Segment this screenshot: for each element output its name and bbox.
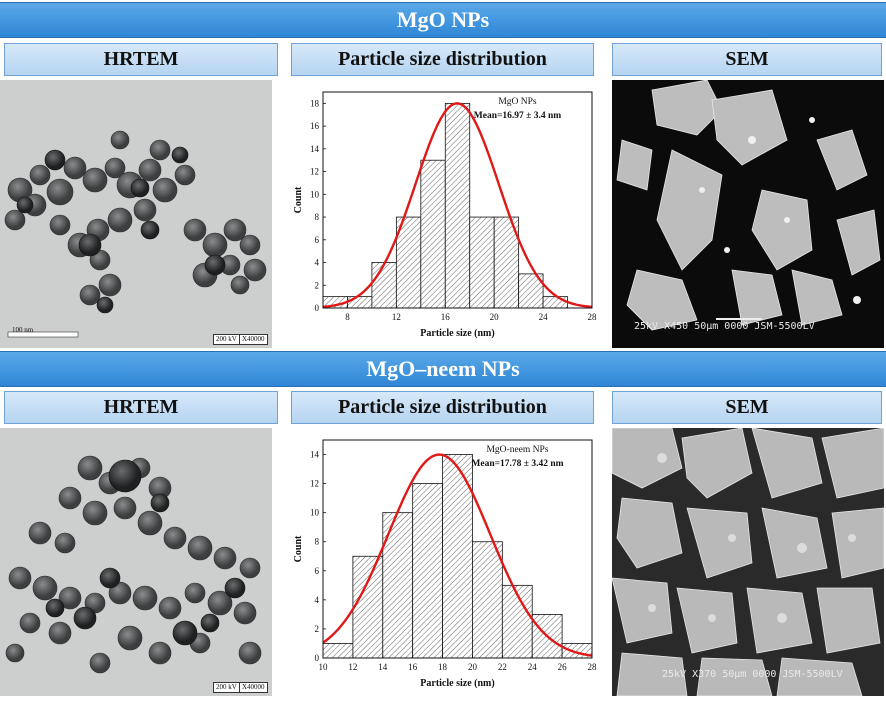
tem-mag-label: X40000 bbox=[239, 682, 268, 693]
y-tick-label: 0 bbox=[315, 653, 320, 663]
y-axis-label: Count bbox=[293, 535, 304, 562]
histogram-bar bbox=[420, 159, 446, 309]
y-tick-label: 18 bbox=[310, 98, 320, 108]
plot-frame bbox=[322, 91, 593, 309]
histogram-bar bbox=[442, 454, 473, 659]
histogram-bar bbox=[371, 262, 397, 309]
y-tick-label: 14 bbox=[310, 450, 320, 460]
section-banner-mgo: MgO NPs bbox=[0, 2, 886, 38]
sem-micrograph bbox=[612, 428, 884, 696]
y-tick-label: 6 bbox=[315, 566, 320, 576]
hrtem-image-mgo: 100 nm 200 kV X40000 bbox=[0, 80, 272, 348]
banner-title: MgO–neem NPs bbox=[366, 356, 520, 381]
x-tick-label: 22 bbox=[498, 662, 507, 672]
histogram-bar bbox=[412, 483, 443, 659]
chart-annotation: Mean=16.97 ± 3.4 nm bbox=[474, 111, 562, 121]
x-axis-label: Particle size (nm) bbox=[420, 328, 494, 339]
histogram-bar bbox=[542, 296, 568, 309]
y-tick-label: 12 bbox=[310, 167, 319, 177]
y-tick-label: 4 bbox=[315, 595, 320, 605]
chart-annotation: MgO-neem NPs bbox=[486, 445, 548, 455]
hrtem-micrograph bbox=[5, 455, 262, 674]
histogram-bar bbox=[469, 216, 495, 309]
psd-chart-mgo: 0 2 4 6 8 10 12 14 16 18 8 12 16 20 24 28 Particle size … bbox=[290, 80, 600, 350]
histogram-bar bbox=[352, 555, 384, 659]
header-sem-label: SEM bbox=[725, 396, 769, 418]
x-tick-label: 10 bbox=[319, 662, 329, 672]
x-tick-label: 28 bbox=[588, 312, 598, 322]
x-tick-label: 8 bbox=[345, 312, 350, 322]
x-tick-label: 28 bbox=[588, 662, 598, 672]
histogram-bar bbox=[444, 102, 471, 309]
x-tick-label: 20 bbox=[490, 312, 500, 322]
x-tick-label: 26 bbox=[558, 662, 568, 672]
header-hrtem-label: HRTEM bbox=[103, 396, 179, 418]
histogram-bar bbox=[322, 643, 354, 659]
y-tick-label: 4 bbox=[315, 258, 320, 268]
chart-annotation: MgO NPs bbox=[498, 97, 537, 107]
header-hrtem: HRTEM bbox=[4, 391, 278, 424]
header-sem: SEM bbox=[612, 43, 882, 76]
x-axis-label: Particle size (nm) bbox=[420, 678, 494, 689]
y-tick-label: 2 bbox=[315, 624, 320, 634]
header-psd-label: Particle size distribution bbox=[338, 396, 547, 418]
header-psd: Particle size distribution bbox=[291, 391, 594, 424]
section-banner-mgo-neem: MgO–neem NPs bbox=[0, 351, 886, 387]
header-psd: Particle size distribution bbox=[291, 43, 594, 76]
hrtem-micrograph bbox=[4, 130, 267, 338]
hrtem-image-mgo-neem: 200 kV X40000 bbox=[0, 428, 272, 696]
y-tick-label: 8 bbox=[315, 537, 320, 547]
y-tick-label: 8 bbox=[315, 212, 320, 222]
y-tick-label: 10 bbox=[310, 508, 320, 518]
tem-kv-label: 200 kV bbox=[213, 334, 240, 345]
y-tick-label: 2 bbox=[315, 280, 320, 290]
y-tick-label: 16 bbox=[310, 121, 320, 131]
x-tick-label: 16 bbox=[408, 662, 418, 672]
tem-scale-bar bbox=[7, 331, 79, 338]
x-tick-label: 18 bbox=[438, 662, 448, 672]
x-tick-label: 20 bbox=[468, 662, 478, 672]
psd-chart-mgo-neem: 0 2 4 6 8 10 12 14 10 12 14 16 18 20 22 24 26 28 Particle … bbox=[290, 428, 600, 700]
tem-mag-label: X40000 bbox=[239, 334, 268, 345]
banner-title: MgO NPs bbox=[396, 7, 490, 32]
header-sem: SEM bbox=[612, 391, 882, 424]
tem-scale-label: 100 nm bbox=[12, 326, 34, 334]
sem-micrograph bbox=[616, 80, 881, 331]
sem-info-label: 25kV X450 50µm 0000 JSM-5500LV bbox=[634, 321, 815, 332]
x-tick-label: 16 bbox=[441, 312, 451, 322]
y-tick-label: 14 bbox=[310, 144, 320, 154]
y-axis-label: Count bbox=[293, 186, 304, 213]
plot-frame bbox=[322, 439, 593, 659]
header-hrtem: HRTEM bbox=[4, 43, 278, 76]
x-tick-label: 24 bbox=[539, 312, 549, 322]
sem-scale-bar bbox=[716, 318, 762, 320]
normal-fit-curve bbox=[322, 102, 593, 309]
histogram-bar bbox=[472, 541, 503, 659]
y-tick-label: 0 bbox=[315, 303, 320, 313]
sem-image-mgo: 25kV X450 50µm 0000 JSM-5500LV bbox=[612, 80, 884, 348]
header-psd-label: Particle size distribution bbox=[338, 48, 547, 70]
x-tick-label: 14 bbox=[378, 662, 388, 672]
x-tick-label: 12 bbox=[392, 312, 401, 322]
y-tick-label: 6 bbox=[315, 235, 320, 245]
chart-annotation: Mean=17.78 ± 3.42 nm bbox=[471, 459, 563, 469]
y-tick-label: 10 bbox=[310, 189, 320, 199]
x-tick-label: 24 bbox=[528, 662, 538, 672]
normal-fit-curve bbox=[322, 453, 593, 657]
sem-image-mgo-neem: 25kV X370 50µm 0000 JSM-5500LV bbox=[612, 428, 884, 696]
header-hrtem-label: HRTEM bbox=[103, 48, 179, 70]
tem-kv-label: 200 kV bbox=[213, 682, 240, 693]
y-tick-label: 12 bbox=[310, 479, 319, 489]
histogram-bar bbox=[347, 296, 373, 309]
sem-info-label: 25kV X370 50µm 0000 JSM-5500LV bbox=[662, 669, 843, 680]
header-sem-label: SEM bbox=[725, 48, 769, 70]
histogram-bar bbox=[395, 216, 422, 309]
x-tick-label: 12 bbox=[348, 662, 357, 672]
